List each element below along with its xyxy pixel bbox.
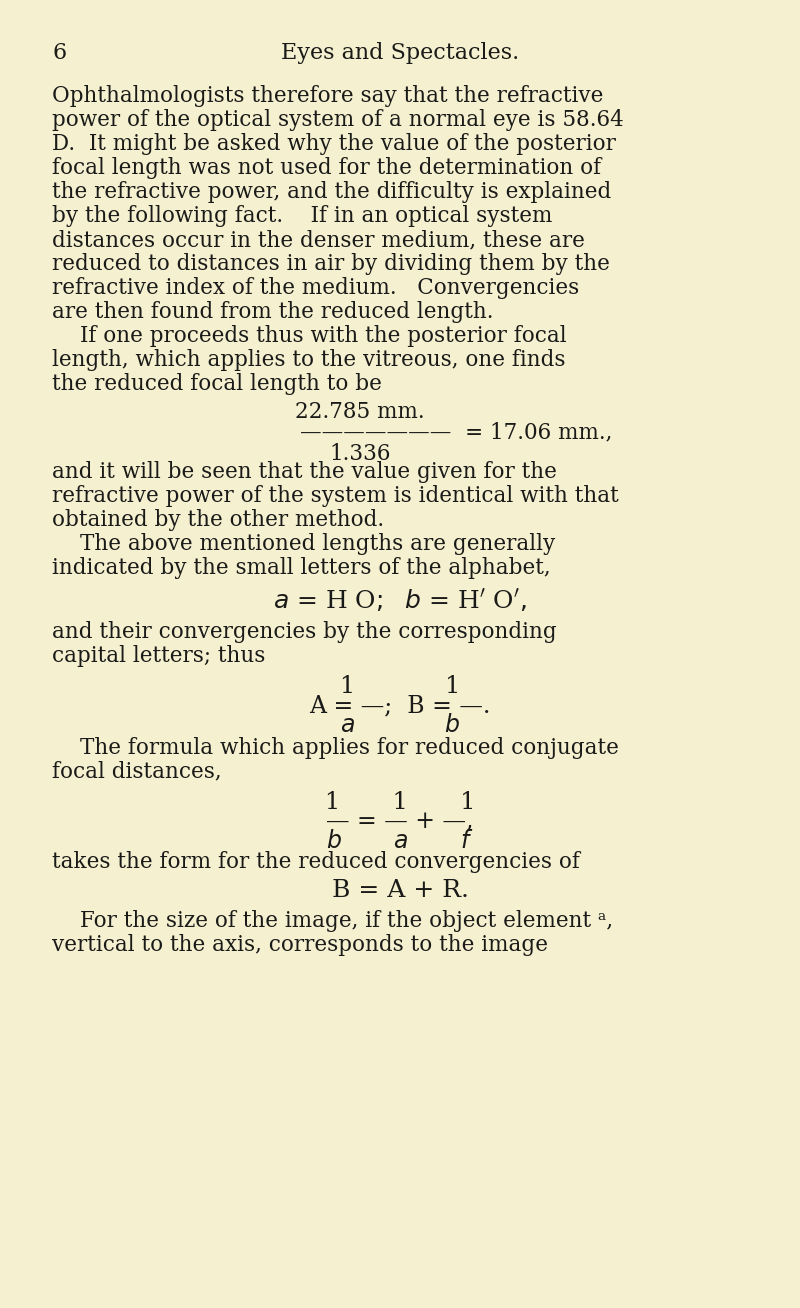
Text: $a$ = H O$;$  $b$ = H$'$ O$',$: $a$ = H O$;$ $b$ = H$'$ O$',$ xyxy=(274,587,526,613)
Text: refractive index of the medium.   Convergencies: refractive index of the medium. Converge… xyxy=(52,277,579,300)
Text: takes the form for the reduced convergencies of: takes the form for the reduced convergen… xyxy=(52,852,580,872)
Text: 22.785 mm.: 22.785 mm. xyxy=(295,402,425,422)
Text: ———————  = 17.06 mm.,: ——————— = 17.06 mm., xyxy=(300,421,612,443)
Text: the refractive power, and the difficulty is explained: the refractive power, and the difficulty… xyxy=(52,181,611,203)
Text: focal distances,: focal distances, xyxy=(52,761,222,782)
Text: If one proceeds thus with the posterior focal: If one proceeds thus with the posterior … xyxy=(80,324,566,347)
Text: length, which applies to the vitreous, one finds: length, which applies to the vitreous, o… xyxy=(52,349,566,371)
Text: Ophthalmologists therefore say that the refractive: Ophthalmologists therefore say that the … xyxy=(52,85,603,107)
Text: focal length was not used for the determination of: focal length was not used for the determ… xyxy=(52,157,601,179)
Text: 6: 6 xyxy=(52,42,66,64)
Text: Eyes and Spectacles.: Eyes and Spectacles. xyxy=(281,42,519,64)
Text: indicated by the small letters of the alphabet,: indicated by the small letters of the al… xyxy=(52,557,550,579)
Text: are then found from the reduced length.: are then found from the reduced length. xyxy=(52,301,494,323)
Text: — = — + —,: — = — + —, xyxy=(326,811,474,833)
Text: B = A + R.: B = A + R. xyxy=(331,879,469,903)
Text: vertical to the axis, corresponds to the image: vertical to the axis, corresponds to the… xyxy=(52,934,548,956)
Text: distances occur in the denser medium, these are: distances occur in the denser medium, th… xyxy=(52,229,585,251)
Text: power of the optical system of a normal eye is 58.64: power of the optical system of a normal … xyxy=(52,109,624,131)
Text: 1       1       1: 1 1 1 xyxy=(325,791,475,814)
Text: and it will be seen that the value given for the: and it will be seen that the value given… xyxy=(52,460,557,483)
Text: For the size of the image, if the object element ᵃ,: For the size of the image, if the object… xyxy=(80,910,613,933)
Text: and their convergencies by the corresponding: and their convergencies by the correspon… xyxy=(52,620,557,642)
Text: 1            1: 1 1 xyxy=(340,675,460,697)
Text: reduced to distances in air by dividing them by the: reduced to distances in air by dividing … xyxy=(52,252,610,275)
Text: $b$       $a$       $f$: $b$ $a$ $f$ xyxy=(326,831,474,853)
Text: $a$            $b$: $a$ $b$ xyxy=(340,714,460,736)
Text: A = —;  B = —.: A = —; B = —. xyxy=(310,695,490,717)
Text: the reduced focal length to be: the reduced focal length to be xyxy=(52,373,382,395)
Text: D.  It might be asked why the value of the posterior: D. It might be asked why the value of th… xyxy=(52,133,616,156)
Text: 1.336: 1.336 xyxy=(330,443,390,466)
Text: by the following fact.    If in an optical system: by the following fact. If in an optical … xyxy=(52,205,552,228)
Text: refractive power of the system is identical with that: refractive power of the system is identi… xyxy=(52,485,618,508)
Text: The above mentioned lengths are generally: The above mentioned lengths are generall… xyxy=(80,532,555,555)
Text: capital letters; thus: capital letters; thus xyxy=(52,645,266,667)
Text: obtained by the other method.: obtained by the other method. xyxy=(52,509,384,531)
Text: The formula which applies for reduced conjugate: The formula which applies for reduced co… xyxy=(80,736,619,759)
